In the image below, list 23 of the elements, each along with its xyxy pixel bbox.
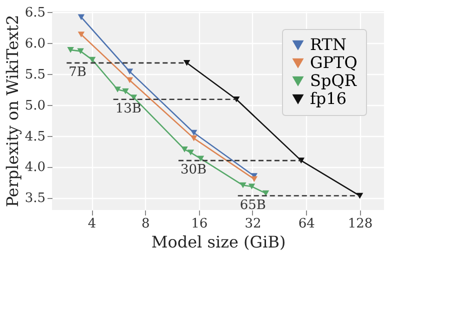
- x-axis-title: Model size (GiB): [151, 232, 286, 252]
- y-tick-label: 4.5: [24, 129, 46, 144]
- x-tick-label: 8: [142, 216, 150, 232]
- legend-label: RTN: [310, 35, 346, 54]
- y-tick-label: 3.5: [24, 191, 46, 206]
- x-tick-label: 64: [298, 216, 315, 232]
- y-tick-label: 6.0: [24, 36, 46, 52]
- y-axis-title: Perplexity on WikiText2: [2, 14, 22, 208]
- y-tick-label: 6.5: [24, 6, 46, 21]
- x-tick-label: 32: [244, 216, 262, 232]
- series-label: 13B: [115, 101, 142, 116]
- y-tick-label: 5.0: [24, 98, 46, 114]
- series-label: 7B: [68, 64, 86, 80]
- series-label: 30B: [180, 162, 207, 178]
- legend-label: fp16: [310, 89, 347, 108]
- legend-label: GPTQ: [310, 53, 358, 72]
- legend-label: SpQR: [310, 71, 358, 90]
- y-tick-label: 4.0: [24, 160, 46, 176]
- x-tick-label: 4: [88, 216, 96, 232]
- series-label: 65B: [240, 198, 266, 213]
- y-tick-label: 5.5: [24, 68, 46, 83]
- x-tick-label: 128: [348, 216, 373, 232]
- x-tick-label: 16: [191, 216, 208, 232]
